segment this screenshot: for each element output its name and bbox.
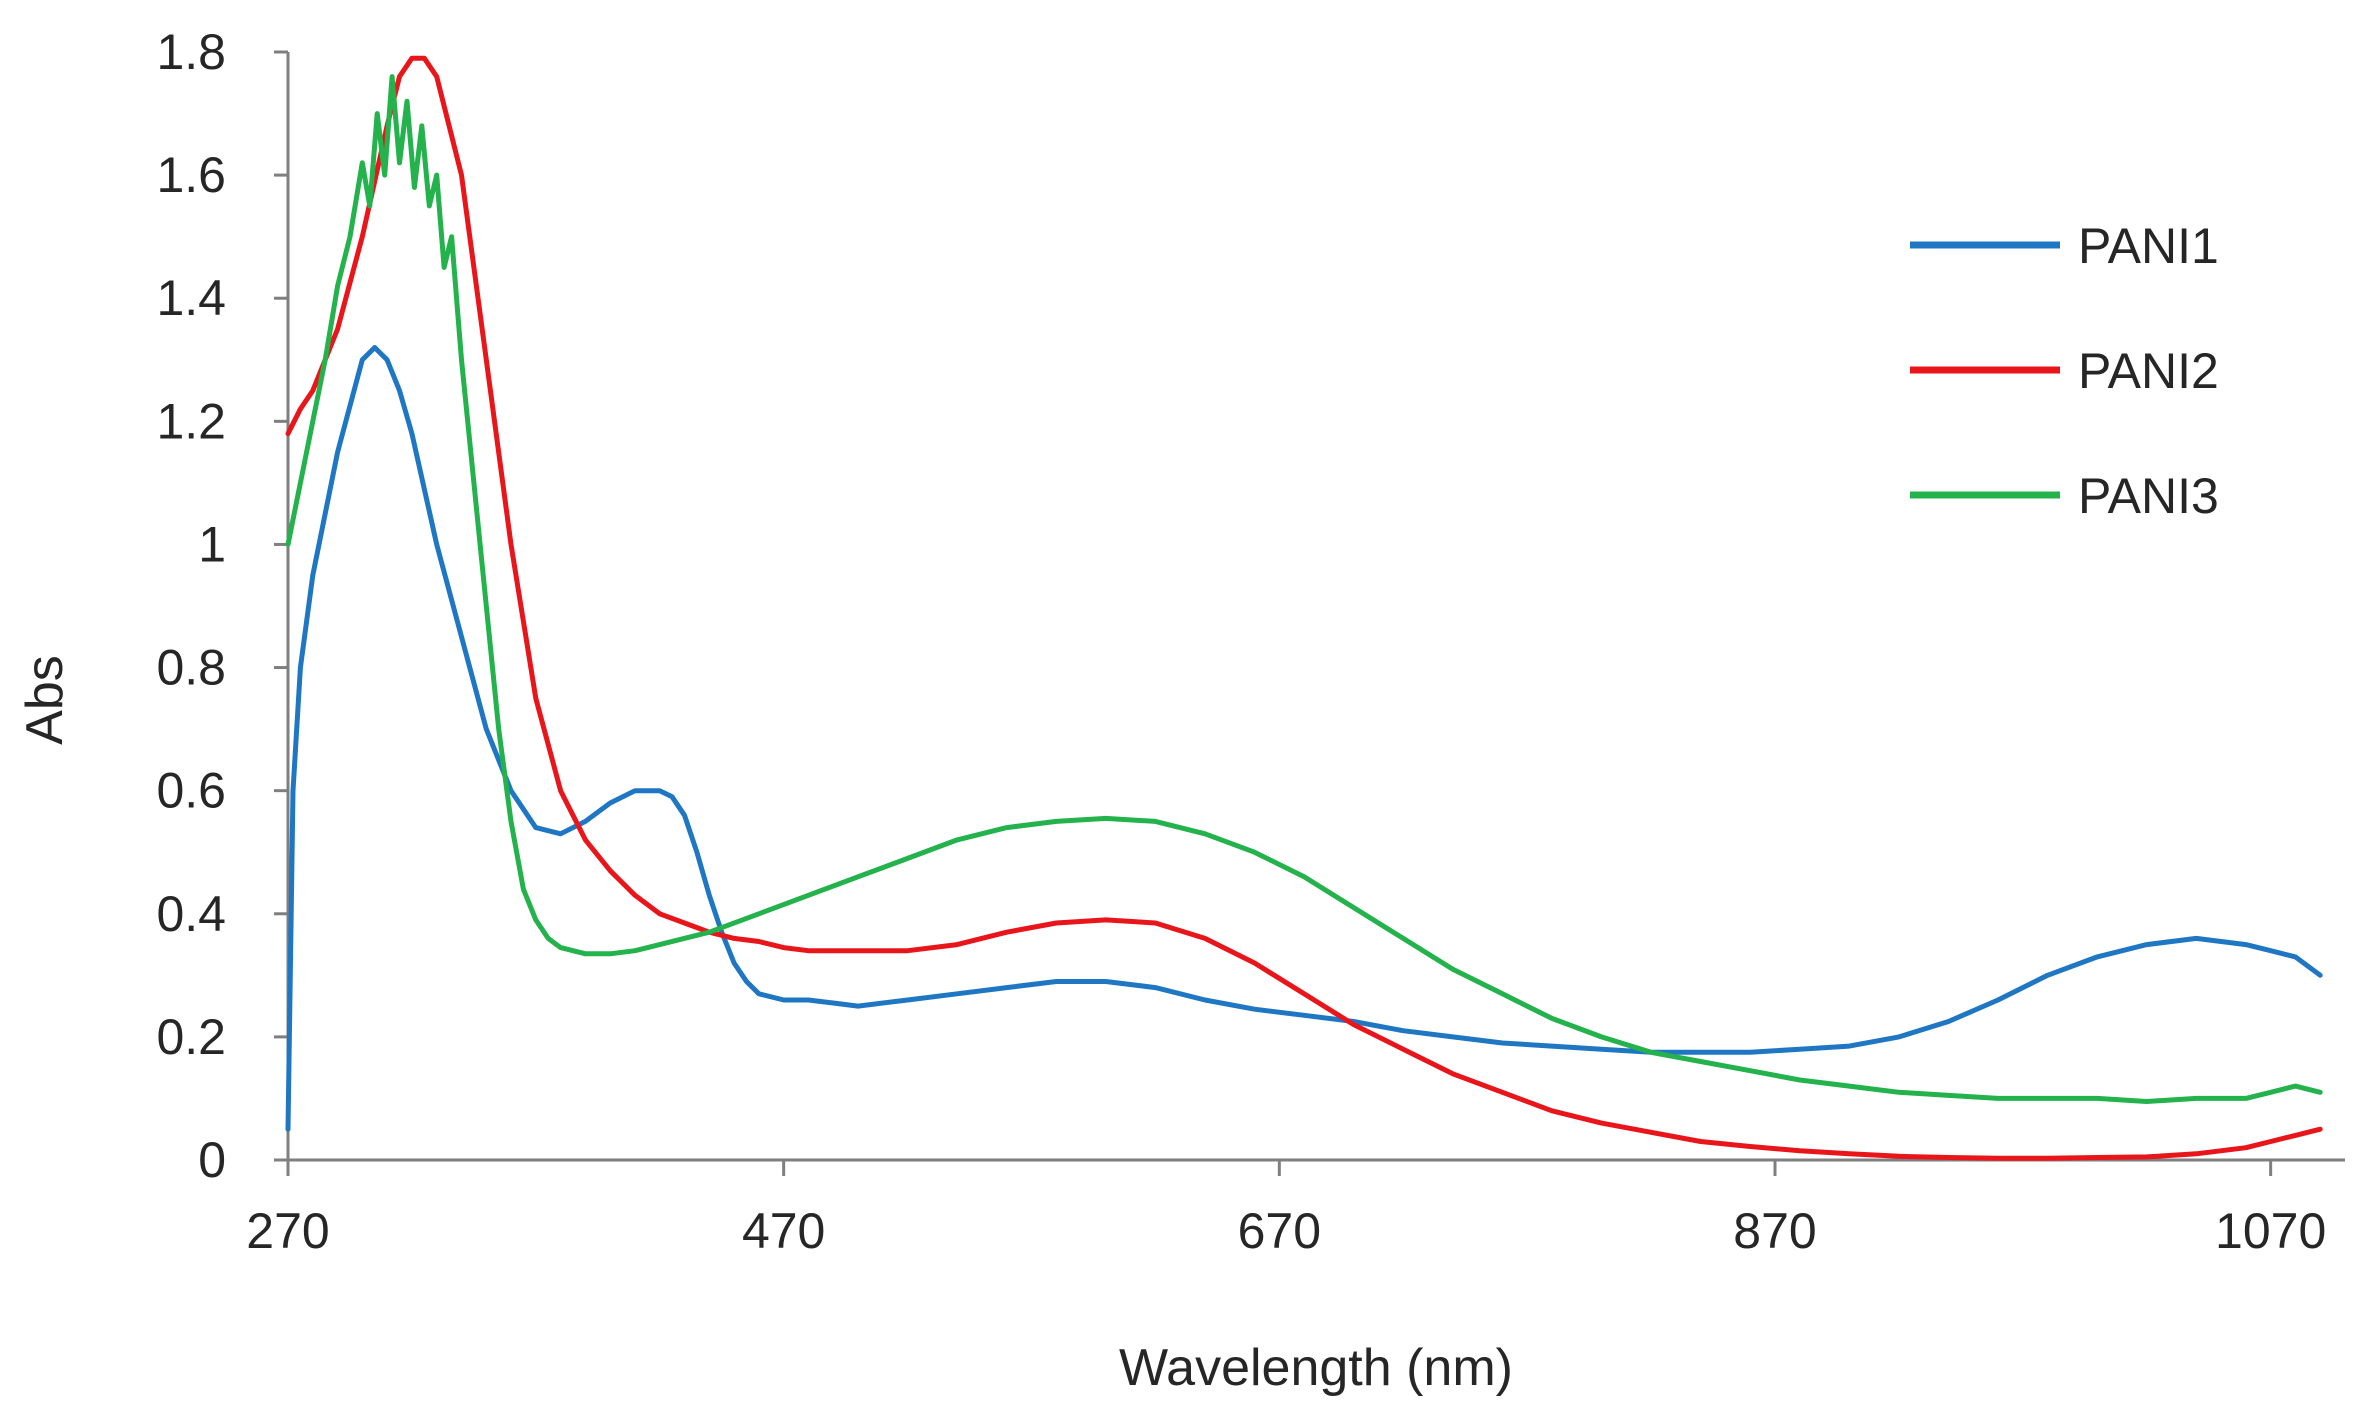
ticks-layer: 0 0.2 0.4 0.6 0.8 1 1.2 1.4 1.6 1.8 270 470 670 870 10… — [156, 24, 2326, 1259]
legend: PANI1 PANI2 PANI3 — [1910, 218, 2219, 524]
x-tick-label: 870 — [1733, 1203, 1816, 1259]
y-tick-label: 0 — [198, 1132, 226, 1188]
series-line-pani3 — [285, 74, 2323, 1104]
series-line-pani2 — [285, 55, 2323, 1161]
x-axis-title: Wavelength (nm) — [1119, 1339, 1513, 1397]
x-tick-label: 1070 — [2215, 1203, 2326, 1259]
y-axis-title: Abs — [16, 655, 74, 745]
axes-layer — [286, 52, 2345, 1162]
series-layer — [285, 55, 2323, 1161]
series-line-pani1 — [285, 345, 2323, 1132]
y-tick-label: 1 — [198, 516, 226, 572]
y-tick-label: 1.4 — [156, 270, 226, 326]
x-tick-label: 270 — [246, 1203, 329, 1259]
y-tick-label: 1.2 — [156, 393, 226, 449]
y-tick-label: 0.6 — [156, 763, 226, 819]
legend-label-pani1: PANI1 — [2078, 218, 2219, 274]
y-tick-label: 0.8 — [156, 640, 226, 696]
y-tick-label: 0.2 — [156, 1009, 226, 1065]
legend-label-pani3: PANI3 — [2078, 468, 2219, 524]
x-tick-label: 670 — [1238, 1203, 1321, 1259]
legend-label-pani2: PANI2 — [2078, 343, 2219, 399]
x-tick-label: 470 — [742, 1203, 825, 1259]
y-tick-label: 1.6 — [156, 147, 226, 203]
y-tick-label: 1.8 — [156, 24, 226, 80]
y-tick-label: 0.4 — [156, 886, 226, 942]
